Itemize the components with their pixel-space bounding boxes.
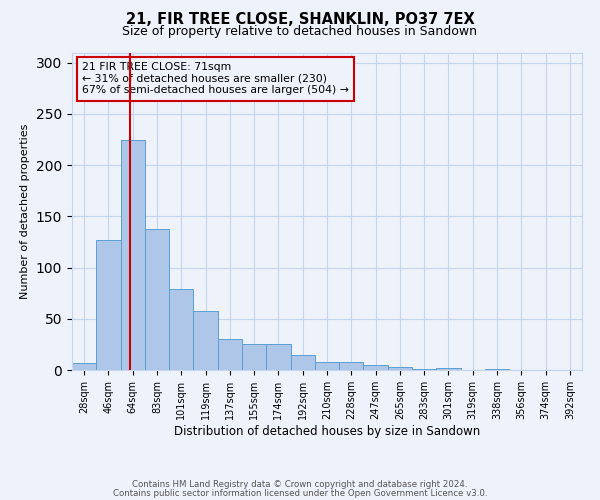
Bar <box>266 344 290 370</box>
Bar <box>169 289 193 370</box>
Text: Contains HM Land Registry data © Crown copyright and database right 2024.: Contains HM Land Registry data © Crown c… <box>132 480 468 489</box>
Bar <box>121 140 145 370</box>
Text: 21 FIR TREE CLOSE: 71sqm
← 31% of detached houses are smaller (230)
67% of semi-: 21 FIR TREE CLOSE: 71sqm ← 31% of detach… <box>82 62 349 95</box>
Bar <box>145 228 169 370</box>
Bar <box>485 369 509 370</box>
Bar <box>339 362 364 370</box>
Bar <box>72 363 96 370</box>
X-axis label: Distribution of detached houses by size in Sandown: Distribution of detached houses by size … <box>174 424 480 438</box>
Bar <box>388 367 412 370</box>
Bar <box>242 344 266 370</box>
Y-axis label: Number of detached properties: Number of detached properties <box>20 124 31 299</box>
Bar <box>412 369 436 370</box>
Bar <box>315 362 339 370</box>
Text: Contains public sector information licensed under the Open Government Licence v3: Contains public sector information licen… <box>113 489 487 498</box>
Bar <box>290 354 315 370</box>
Bar <box>364 365 388 370</box>
Bar <box>436 368 461 370</box>
Text: Size of property relative to detached houses in Sandown: Size of property relative to detached ho… <box>122 25 478 38</box>
Bar <box>193 310 218 370</box>
Bar <box>218 340 242 370</box>
Text: 21, FIR TREE CLOSE, SHANKLIN, PO37 7EX: 21, FIR TREE CLOSE, SHANKLIN, PO37 7EX <box>125 12 475 28</box>
Bar <box>96 240 121 370</box>
